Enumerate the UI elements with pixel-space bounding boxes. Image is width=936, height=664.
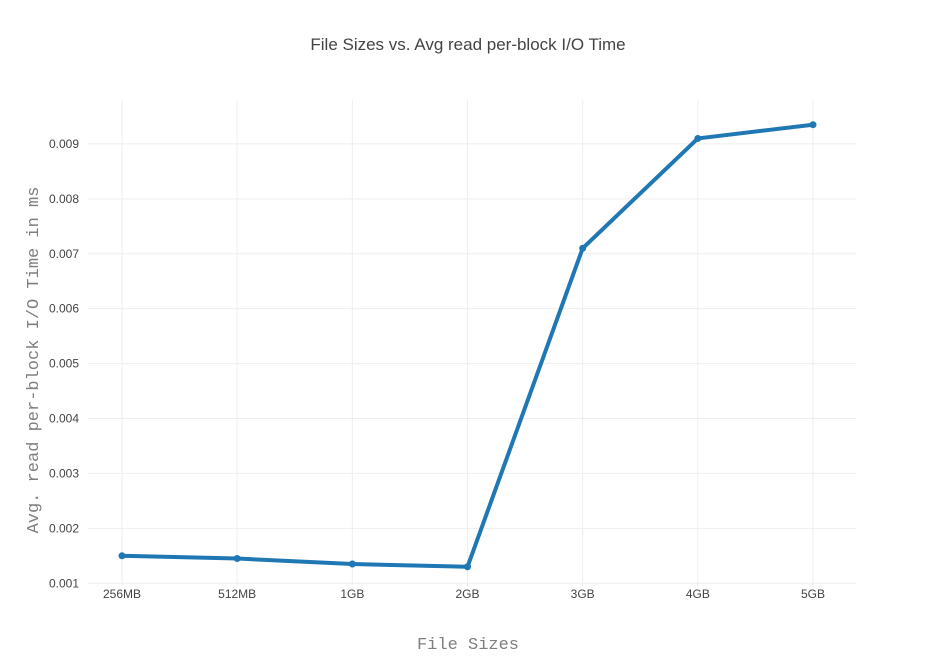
y-tick-label: 0.004: [49, 412, 79, 426]
y-tick-label: 0.003: [49, 466, 79, 480]
x-tick-labels: 256MB 512MB 1GB 2GB 3GB 4GB 5GB: [103, 587, 825, 601]
y-tick-label: 0.006: [49, 302, 79, 316]
x-tick-label: 512MB: [218, 587, 256, 601]
y-gridlines: [88, 143, 856, 584]
y-tick-label: 0.005: [49, 357, 79, 371]
chart-title: File Sizes vs. Avg read per-block I/O Ti…: [310, 35, 625, 54]
y-tick-labels: 0.001 0.002 0.003 0.004 0.005 0.006 0.007 0.008…: [49, 137, 79, 590]
x-tick-label: 3GB: [571, 587, 595, 601]
data-point[interactable]: [579, 244, 587, 252]
y-tick-label: 0.008: [49, 192, 79, 206]
x-axis-title: File Sizes: [417, 636, 519, 655]
data-point[interactable]: [233, 555, 241, 563]
x-gridlines: [121, 100, 814, 586]
data-point[interactable]: [464, 563, 471, 571]
y-tick-label: 0.001: [49, 576, 79, 590]
series-group: [118, 121, 817, 571]
x-tick-label: 4GB: [686, 587, 710, 601]
x-tick-label: 2GB: [455, 587, 479, 601]
y-tick-label: 0.002: [49, 521, 79, 535]
y-tick-label: 0.007: [49, 247, 79, 261]
x-tick-label: 1GB: [340, 587, 364, 601]
y-axis-title: Avg. read per-block I/O Time in ms: [25, 187, 44, 534]
x-tick-label: 256MB: [103, 587, 141, 601]
y-tick-label: 0.009: [49, 137, 79, 151]
data-point[interactable]: [809, 121, 817, 129]
data-point[interactable]: [348, 560, 356, 568]
data-point[interactable]: [694, 134, 702, 142]
data-point[interactable]: [118, 552, 126, 560]
x-tick-label: 5GB: [801, 587, 825, 601]
